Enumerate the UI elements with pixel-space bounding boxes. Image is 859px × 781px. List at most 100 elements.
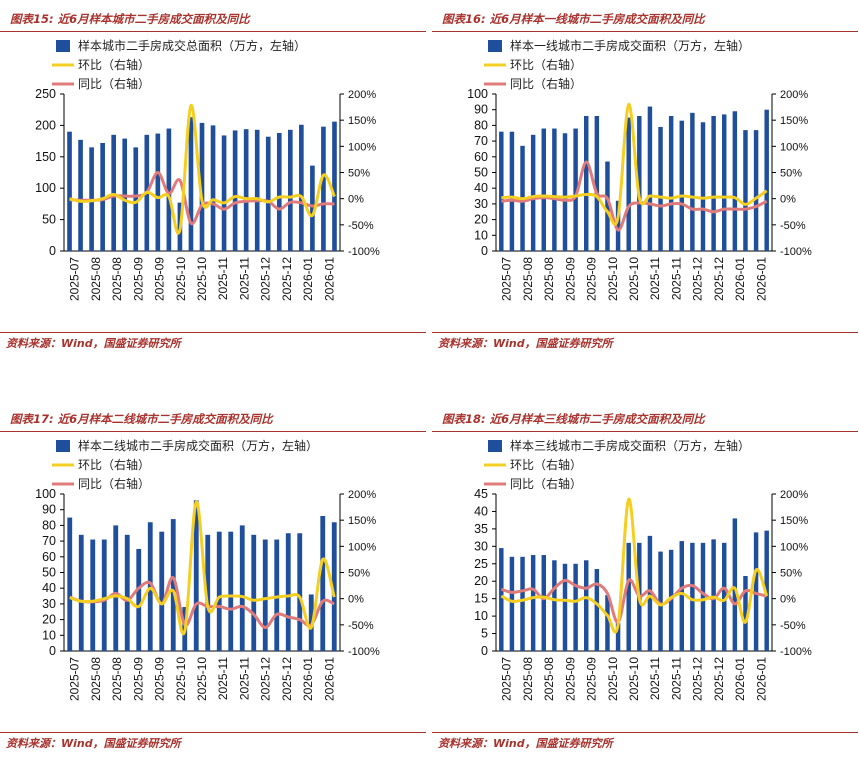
bar	[216, 531, 222, 651]
x-tick-label: 2025-08	[521, 657, 535, 701]
bar	[530, 134, 536, 251]
x-tick-label: 2025-11	[669, 257, 683, 300]
left-tick-label: 50	[42, 566, 56, 580]
x-tick-label: 2025-11	[216, 657, 230, 700]
right-tick-label: -50%	[780, 620, 806, 632]
right-tick-label: 0%	[348, 594, 364, 606]
right-tick-label: 0%	[780, 194, 796, 206]
chart-15: 样本城市二手房成交总面积（万方，左轴） 环比（右轴） 同比（右轴） 0 50 100 150…	[35, 38, 380, 301]
left-tick-label: 0	[49, 644, 56, 658]
panel-title: 图表16: 近6月样本一线城市二手房成交面积及同比	[438, 11, 705, 27]
bar	[262, 539, 268, 651]
x-tick-label: 2025-09	[153, 657, 167, 701]
right-tick-label: 0%	[780, 594, 796, 606]
bar	[562, 563, 568, 651]
bar	[254, 129, 260, 251]
left-tick-label: 10	[474, 228, 488, 242]
legend-swatch-bar	[488, 40, 502, 52]
right-tick-label: 0%	[348, 194, 364, 206]
x-tick-label: 2025-12	[280, 257, 294, 301]
yoy-line	[69, 576, 335, 629]
left-tick-label: 250	[35, 87, 56, 101]
x-tick-label: 2025-11	[648, 257, 662, 300]
x-tick-label: 2025-09	[585, 257, 599, 301]
left-tick-label: 20	[474, 213, 488, 227]
x-tick-label: 2026-01	[301, 657, 315, 701]
left-tick-label: 20	[474, 574, 488, 588]
left-tick-label: 30	[474, 197, 488, 211]
left-tick-label: 100	[35, 487, 56, 501]
x-tick-label: 2025-10	[195, 257, 209, 301]
x-tick-label: 2025-07	[68, 657, 82, 701]
bar	[228, 531, 234, 651]
bar	[320, 515, 326, 651]
bar	[251, 534, 257, 651]
right-tick-label: 50%	[348, 168, 370, 180]
bar	[764, 109, 769, 251]
x-tick-label: 2025-08	[542, 257, 556, 301]
right-tick-label: -50%	[348, 620, 374, 632]
figure-title: 近6月样本三线城市二手房成交面积及同比	[489, 412, 705, 426]
legend-label: 环比（右轴）	[78, 457, 150, 472]
chart-18: 样本三线城市二手房成交面积（万方，左轴） 环比（右轴） 同比（右轴） 0 5 10 15 20…	[474, 438, 812, 701]
right-tick-label: -50%	[348, 220, 374, 232]
bar	[170, 519, 176, 651]
legend-label: 同比（右轴）	[510, 476, 582, 491]
right-tick-label: 100%	[780, 141, 808, 153]
x-tick-label: 2025-11	[237, 257, 251, 300]
right-tick-label: 100%	[348, 141, 376, 153]
bar	[584, 560, 589, 651]
bar	[562, 133, 568, 251]
bar	[626, 117, 631, 251]
figure-label: 图表18:	[442, 412, 486, 426]
x-tick-label: 2025-12	[691, 257, 705, 301]
legend-label: 环比（右轴）	[510, 57, 582, 72]
x-tick-label: 2025-10	[174, 257, 188, 301]
chart-panel-15: 图表15: 近6月样本城市二手房成交面积及同比 样本城市二手房成交总面积（万方，左…	[0, 0, 430, 381]
legend-swatch-bar	[56, 440, 70, 452]
bar	[509, 556, 515, 651]
panel-title: 图表17: 近6月样本二线城市二手房成交面积及同比	[6, 411, 273, 427]
bar	[552, 128, 557, 251]
bar	[743, 575, 748, 651]
x-tick-label: 2026-01	[754, 257, 768, 301]
bar	[221, 135, 227, 251]
x-tick-label: 2025-10	[174, 657, 188, 701]
legend-label: 同比（右轴）	[78, 76, 150, 91]
bar	[552, 560, 557, 651]
bar	[530, 555, 536, 651]
right-tick-label: -100%	[780, 646, 812, 658]
bar	[520, 556, 525, 651]
legend-label: 样本一线城市二手房成交面积（万方，左轴）	[510, 38, 750, 53]
source-note: 资料来源：Wind，国盛证券研究所	[438, 737, 613, 750]
bar	[499, 131, 504, 251]
bar	[605, 595, 610, 651]
right-tick-label: 200%	[348, 489, 376, 501]
x-tick-label: 2025-08	[89, 657, 103, 701]
right-tick-label: -100%	[348, 646, 380, 658]
source-rule	[432, 732, 858, 733]
left-tick-label: 10	[42, 628, 56, 642]
x-tick-label: 2025-09	[585, 657, 599, 701]
bar	[647, 535, 653, 651]
x-tick-label: 2025-09	[153, 257, 167, 301]
x-tick-label: 2025-07	[500, 257, 514, 301]
source-note: 资料来源：Wind，国盛证券研究所	[438, 337, 613, 350]
bar	[276, 132, 282, 251]
bar	[90, 539, 96, 651]
bar	[499, 548, 504, 651]
left-tick-label: 40	[474, 504, 488, 518]
title-rule	[432, 31, 858, 32]
figure-title: 近6月样本城市二手房成交面积及同比	[57, 12, 250, 26]
bar	[615, 623, 621, 651]
bar	[732, 111, 738, 252]
left-tick-label: 60	[42, 550, 56, 564]
bar	[722, 114, 727, 251]
title-rule	[0, 31, 426, 32]
figure-label: 图表15:	[10, 12, 54, 26]
bar	[188, 117, 194, 252]
chart-panel-17: 图表17: 近6月样本二线城市二手房成交面积及同比 样本二线城市二手房成交面积（万…	[0, 400, 430, 781]
left-tick-label: 30	[474, 539, 488, 553]
x-tick-label: 2026-01	[322, 657, 336, 701]
